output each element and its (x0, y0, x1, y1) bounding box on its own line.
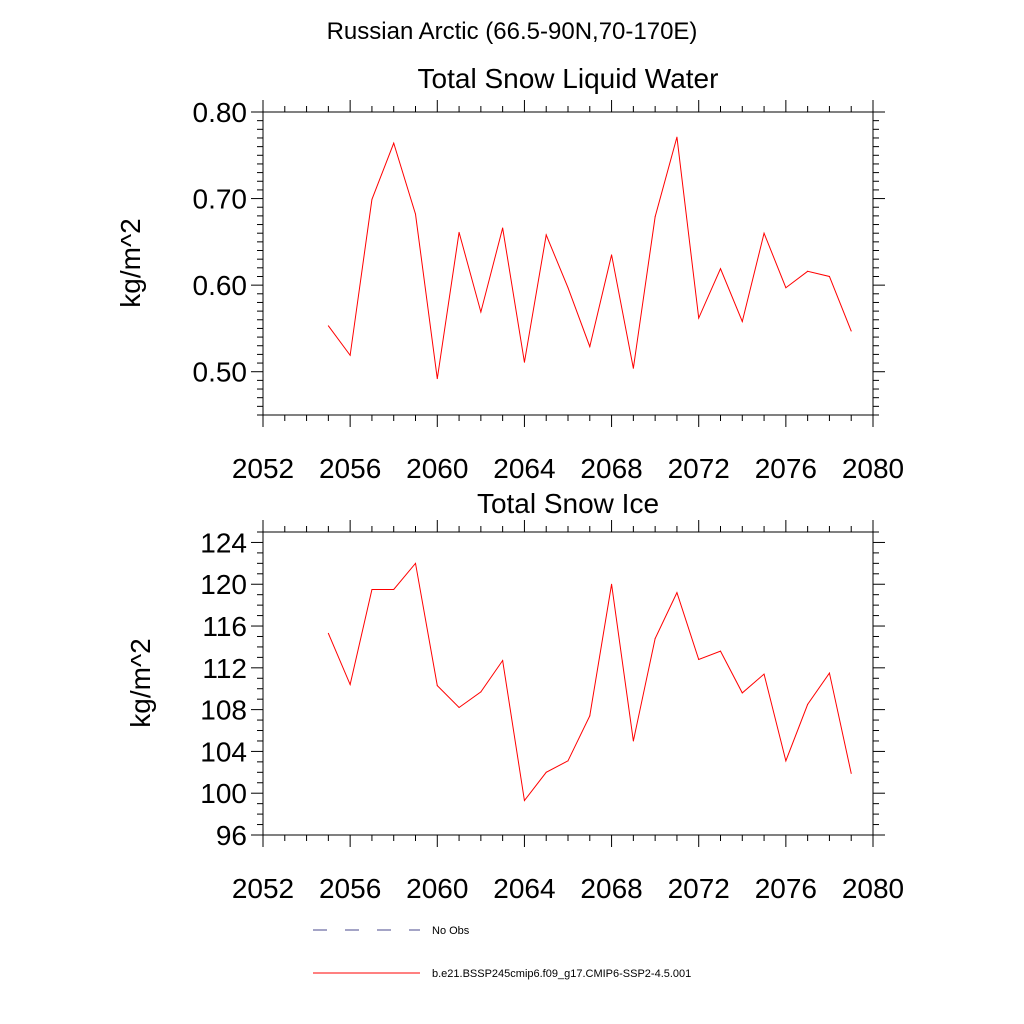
data-point (327, 325, 329, 327)
x-tick-label: 2052 (232, 453, 294, 484)
data-point (807, 703, 809, 705)
data-point (828, 275, 830, 277)
x-tick-label: 2080 (842, 873, 904, 904)
data-point (567, 760, 569, 762)
y-tick-label: 124 (200, 527, 247, 558)
legend-model-label: b.e21.BSSP245cmip6.f09_g17.CMIP6-SSP2-4.… (432, 968, 691, 980)
data-point (785, 287, 787, 289)
y-tick-label: 96 (216, 820, 247, 851)
data-point (698, 317, 700, 319)
x-tick-label: 2064 (493, 873, 555, 904)
x-tick-label: 2068 (580, 453, 642, 484)
y-tick-label: 116 (202, 611, 247, 642)
data-point (545, 234, 547, 236)
x-tick-label: 2076 (755, 453, 817, 484)
data-point (611, 254, 613, 256)
data-point (480, 691, 482, 693)
y-tick-label: 0.70 (193, 184, 248, 215)
legend: No Obs b.e21.BSSP245cmip6.f09_g17.CMIP6-… (313, 925, 691, 980)
figure-title: Russian Arctic (66.5-90N,70-170E) (326, 18, 698, 45)
data-point (523, 361, 525, 363)
panel-snow-ice: Total Snow Ice kg/m^2 96 100 104 108 112 116 120… (125, 488, 904, 904)
data-point (436, 378, 438, 380)
x-tick-label: 2072 (668, 873, 730, 904)
data-point (654, 216, 656, 218)
data-point (828, 672, 830, 674)
data-point (545, 771, 547, 773)
x-tick-label: 2060 (406, 873, 468, 904)
data-point (502, 227, 504, 229)
data-point (567, 287, 569, 289)
data-point (480, 311, 482, 313)
plot-frame (262, 531, 874, 836)
data-point (763, 232, 765, 234)
data-point (371, 198, 373, 200)
data-point (763, 673, 765, 675)
y-axis-label: kg/m^2 (125, 638, 156, 727)
y-axis-label: kg/m^2 (115, 218, 146, 307)
data-point (654, 638, 656, 640)
data-point (676, 592, 678, 594)
y-tick-label: 100 (200, 778, 247, 809)
data-point (589, 715, 591, 717)
data-point (698, 658, 700, 660)
data-point (676, 136, 678, 138)
data-point (720, 650, 721, 652)
y-tick-label: 120 (200, 569, 247, 600)
data-point (415, 213, 416, 215)
data-point (349, 684, 351, 686)
series-line (327, 136, 852, 379)
plot-title: Total Snow Ice (477, 488, 659, 519)
data-point (458, 231, 460, 233)
x-tick-label: 2076 (755, 873, 817, 904)
x-tick-label: 2064 (493, 453, 555, 484)
data-point (785, 760, 787, 762)
data-point (349, 354, 351, 356)
y-tick-label: 0.80 (193, 97, 248, 128)
x-tick-label: 2056 (319, 453, 381, 484)
data-point (458, 707, 460, 709)
data-point (741, 692, 743, 694)
data-point (632, 740, 634, 742)
x-tick-label: 2052 (232, 873, 294, 904)
series-line (327, 562, 852, 802)
y-tick-label: 112 (202, 653, 247, 684)
legend-no-obs-label: No Obs (432, 925, 470, 937)
data-point (415, 562, 416, 564)
x-tick-label: 2056 (319, 873, 381, 904)
data-point (371, 588, 373, 590)
y-tick-label: 104 (200, 736, 247, 767)
plot-title: Total Snow Liquid Water (418, 63, 719, 94)
data-point (632, 367, 634, 369)
data-point (720, 268, 721, 270)
data-point (611, 583, 613, 585)
data-point (502, 660, 504, 662)
x-tick-label: 2072 (668, 453, 730, 484)
data-point (850, 330, 852, 332)
data-point (393, 588, 395, 590)
x-tick-label: 2068 (580, 873, 642, 904)
x-tick-label: 2060 (406, 453, 468, 484)
panel-snow-liquid-water: Total Snow Liquid Water kg/m^2 0.50 0.60 0.7… (115, 63, 904, 484)
data-point (741, 321, 743, 323)
data-point (807, 270, 809, 272)
data-point (436, 685, 438, 687)
plot-frame (262, 111, 874, 416)
data-point (589, 346, 591, 348)
y-tick-label: 108 (200, 695, 247, 726)
data-point (850, 772, 852, 774)
data-point (393, 142, 395, 144)
x-tick-label: 2080 (842, 453, 904, 484)
data-point (523, 800, 525, 802)
y-tick-label: 0.60 (193, 270, 248, 301)
y-tick-label: 0.50 (193, 357, 248, 388)
data-point (327, 632, 329, 634)
